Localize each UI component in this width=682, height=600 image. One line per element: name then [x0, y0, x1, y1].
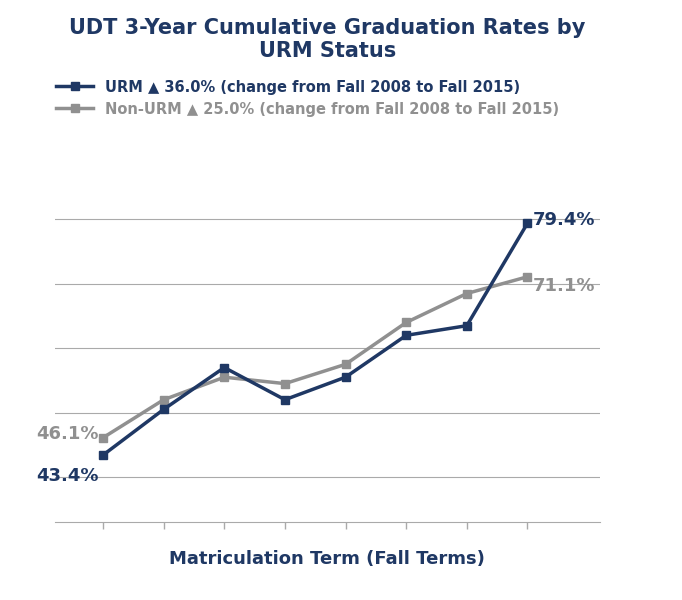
Title: UDT 3-Year Cumulative Graduation Rates by
URM Status: UDT 3-Year Cumulative Graduation Rates b…	[69, 17, 586, 61]
X-axis label: Matriculation Term (Fall Terms): Matriculation Term (Fall Terms)	[169, 550, 486, 568]
Legend: URM ▲ 36.0% (change from Fall 2008 to Fall 2015), Non-URM ▲ 25.0% (change from F: URM ▲ 36.0% (change from Fall 2008 to Fa…	[57, 80, 559, 117]
Text: 46.1%: 46.1%	[35, 425, 98, 443]
Text: 43.4%: 43.4%	[35, 467, 98, 485]
Text: 71.1%: 71.1%	[532, 277, 595, 295]
Text: 79.4%: 79.4%	[532, 211, 595, 229]
